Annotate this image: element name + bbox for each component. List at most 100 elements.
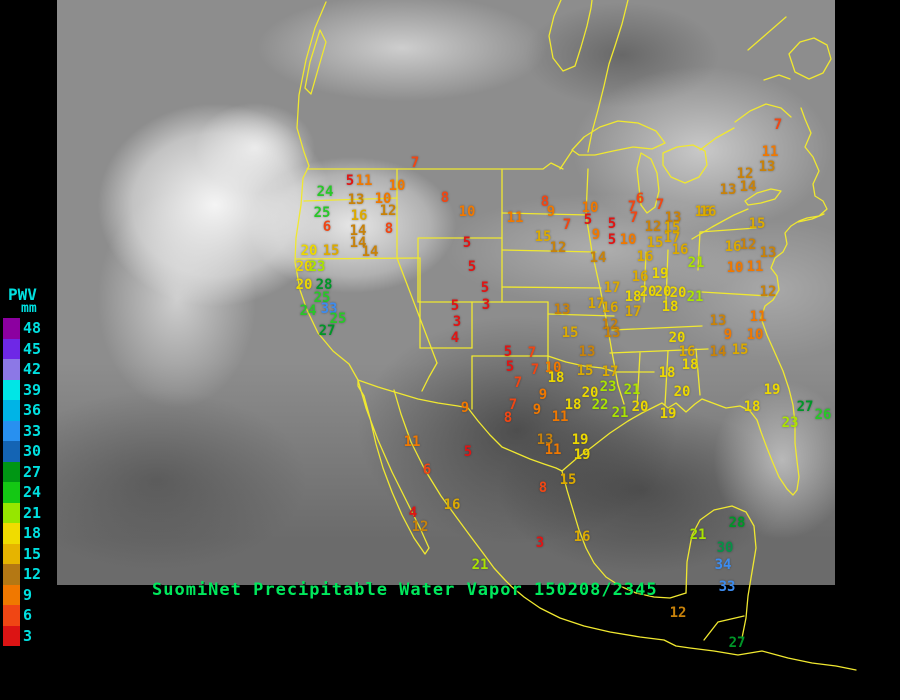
legend-value: 6 <box>23 606 33 624</box>
station-value: 24 <box>299 303 317 319</box>
station-value: 21 <box>611 405 629 421</box>
station-value: 9 <box>546 204 556 220</box>
legend-entry: 21 <box>3 502 57 523</box>
station-value: 11 <box>355 173 373 189</box>
station-value: 10 <box>374 191 392 207</box>
legend-swatch <box>3 400 20 421</box>
ca-nv-border <box>396 257 438 364</box>
station-value: 21 <box>623 382 641 398</box>
station-value: 9 <box>532 402 542 418</box>
station-value: 19 <box>573 447 591 463</box>
station-value: 20 <box>295 277 313 293</box>
ks-ok-border <box>547 313 615 317</box>
legend-value: 24 <box>23 483 42 501</box>
station-value: 12 <box>736 166 754 182</box>
legend-entry: 12 <box>3 564 57 585</box>
station-value: 11 <box>746 259 764 275</box>
station-value: 16 <box>601 300 619 316</box>
station-value: 22 <box>591 397 609 413</box>
station-value: 3 <box>481 297 491 313</box>
nd-sd-border <box>501 212 590 216</box>
station-value: 20 <box>673 384 691 400</box>
station-value: 4 <box>408 505 418 521</box>
station-value: 5 <box>503 344 513 360</box>
station-value: 24 <box>316 184 334 200</box>
legend-value: 15 <box>23 544 42 563</box>
legend-entry: 24 <box>3 482 57 503</box>
pacific-coast <box>294 1 359 381</box>
station-value: 16 <box>678 344 696 360</box>
station-value: 10 <box>726 260 744 276</box>
station-value: 9 <box>723 327 733 343</box>
station-value: 16 <box>636 249 654 265</box>
station-value: 11 <box>403 434 421 450</box>
station-value: 16 <box>694 204 712 220</box>
legend-scale: 48 45 42 39 36 33 30 27 24 21 18 15 12 9 6 3 <box>3 318 57 646</box>
station-value: 16 <box>350 208 368 224</box>
pwv-color-legend: PWV mm 48 45 42 39 36 33 30 27 24 21 18 15 12 9 6 3 <box>3 287 57 646</box>
legend-value: 36 <box>23 401 42 419</box>
station-value: 13 <box>603 325 621 341</box>
station-value: 20 <box>639 284 657 300</box>
station-value: 10 <box>544 360 562 376</box>
station-value: 12 <box>669 605 687 621</box>
station-value: 20 <box>654 284 672 300</box>
station-value: 14 <box>709 344 727 360</box>
legend-entry: 15 <box>3 543 57 564</box>
florida <box>709 317 800 496</box>
station-value: 16 <box>443 497 461 513</box>
in-oh-border <box>665 249 669 303</box>
station-value: 7 <box>655 197 665 213</box>
station-value: 4 <box>450 330 460 346</box>
quebec-line <box>747 16 787 51</box>
station-value: 20 <box>295 259 313 275</box>
gulf-coast <box>561 398 711 472</box>
station-value: 5 <box>467 259 477 275</box>
station-value: 12 <box>379 203 397 219</box>
station-value: 13 <box>578 344 596 360</box>
legend-swatch <box>3 338 20 359</box>
anticosti-island <box>763 74 791 81</box>
station-value: 18 <box>658 365 676 381</box>
legend-entry: 48 <box>3 318 57 339</box>
station-value: 16 <box>671 242 689 258</box>
station-value: 18 <box>661 299 679 315</box>
legend-value: 30 <box>23 442 42 460</box>
wa-or-border <box>303 197 398 202</box>
station-value: 25 <box>329 311 347 327</box>
station-value: 19 <box>763 382 781 398</box>
station-value: 21 <box>471 557 489 573</box>
station-value: 33 <box>718 579 736 595</box>
ontario-quebec-border <box>587 0 629 153</box>
station-value: 18 <box>743 399 761 415</box>
border-to-superior <box>559 150 573 170</box>
ga-sc-border <box>695 348 701 396</box>
lake-michigan <box>636 152 660 214</box>
oh-pa-border <box>697 231 701 271</box>
station-value: 16 <box>573 529 591 545</box>
station-value: 7 <box>629 210 639 226</box>
station-value: 8 <box>540 194 550 210</box>
station-value: 15 <box>748 216 766 232</box>
legend-entry: 42 <box>3 359 57 380</box>
station-value: 5 <box>583 212 593 228</box>
legend-value: 48 <box>23 319 42 337</box>
station-value: 20 <box>581 385 599 401</box>
station-value: 15 <box>534 229 552 245</box>
ky-tn-border <box>611 325 703 331</box>
political-boundaries <box>294 0 857 671</box>
station-value: 8 <box>503 410 513 426</box>
station-value: 17 <box>663 230 681 246</box>
va-nc-border <box>701 291 769 297</box>
station-value: 33 <box>320 301 338 317</box>
station-value: 15 <box>646 235 664 251</box>
station-value: 13 <box>758 159 776 175</box>
sd-ne-border <box>501 249 597 253</box>
baja-california <box>357 379 430 555</box>
station-value: 30 <box>716 540 734 556</box>
james-bay <box>548 0 593 72</box>
station-value: 15 <box>561 325 579 341</box>
long-island <box>797 213 825 223</box>
